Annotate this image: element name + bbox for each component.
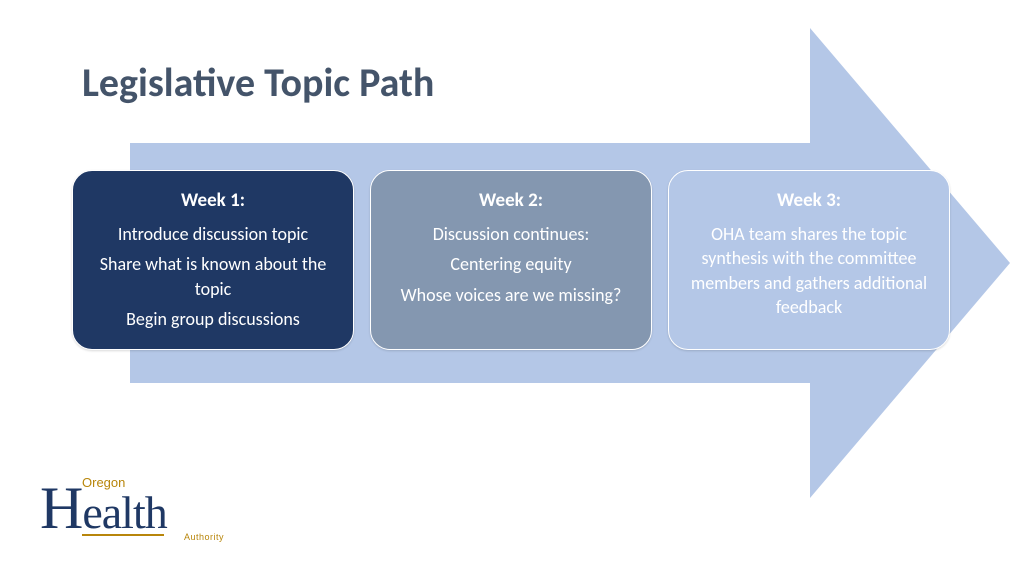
card-line: Introduce discussion topic (89, 222, 337, 246)
card-week-1: Week 1: Introduce discussion topic Share… (72, 170, 354, 350)
logo-bottom-text: Authority (184, 533, 224, 542)
card-week-3: Week 3: OHA team shares the topic synthe… (668, 170, 950, 350)
card-week-2: Week 2: Discussion continues: Centering … (370, 170, 652, 350)
card-title: Week 3: (685, 189, 933, 212)
card-line: OHA team shares the topic synthesis with… (685, 222, 933, 319)
card-title: Week 2: (387, 189, 635, 212)
card-line: Centering equity (387, 252, 635, 276)
oha-logo: Oregon Health Authority (40, 478, 220, 548)
card-line: Begin group discussions (89, 307, 337, 331)
logo-main-text: Oregon Health Authority (40, 478, 220, 538)
card-line: Share what is known about the topic (89, 252, 337, 301)
logo-top-text: Oregon (82, 476, 125, 489)
card-line: Whose voices are we missing? (387, 283, 635, 307)
week-cards-row: Week 1: Introduce discussion topic Share… (72, 170, 950, 350)
card-line: Discussion continues: (387, 222, 635, 246)
logo-accent-line (82, 534, 164, 536)
card-title: Week 1: (89, 189, 337, 212)
